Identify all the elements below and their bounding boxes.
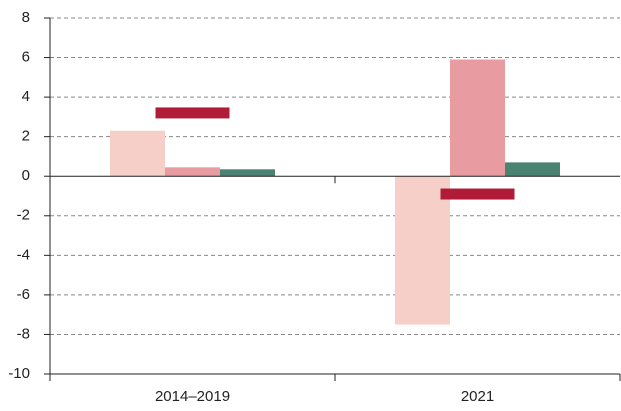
y-tick-label: 8 [22, 9, 30, 26]
y-tick-label: -2 [17, 207, 30, 224]
bar [110, 130, 165, 177]
marker [440, 188, 515, 200]
marker [155, 107, 230, 119]
y-tick-label: -8 [17, 325, 30, 342]
bar [220, 169, 275, 177]
bar [450, 59, 505, 177]
x-tick-label: 2014–2019 [155, 388, 230, 405]
y-tick-label: -10 [8, 365, 30, 382]
y-tick-label: 2 [22, 128, 30, 145]
y-tick-label: 4 [22, 88, 30, 105]
y-tick-label: -4 [17, 246, 30, 263]
bar [165, 167, 220, 177]
x-tick-label: 2021 [461, 388, 494, 405]
bar [505, 162, 560, 177]
y-tick-label: 6 [22, 49, 30, 66]
bar [395, 176, 450, 325]
y-tick-label: 0 [22, 167, 30, 184]
y-tick-label: -6 [17, 286, 30, 303]
